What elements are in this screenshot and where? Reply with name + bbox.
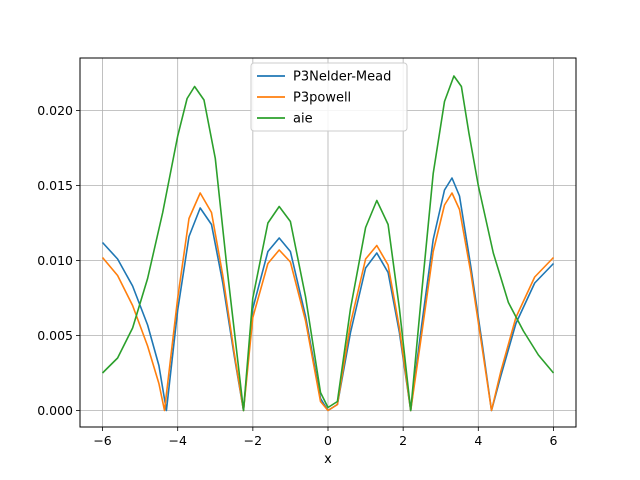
legend: P3Nelder-Mead P3powell aie — [250, 62, 408, 132]
x-axis-label: x — [324, 452, 332, 467]
y-tick-label: 0.015 — [37, 178, 73, 193]
x-tick-label: −6 — [93, 433, 111, 448]
y-tick-label: 0.020 — [37, 103, 73, 118]
series-line-2 — [101, 75, 555, 412]
series-lines — [101, 75, 555, 412]
x-tick-label: 6 — [549, 433, 557, 448]
x-tick-label: −2 — [244, 433, 262, 448]
x-tick-label: −4 — [168, 433, 186, 448]
x-axis-ticks: −6 −4 −2 0 2 4 6 — [93, 427, 557, 448]
series-line-1 — [101, 192, 555, 412]
x-tick-label: 2 — [399, 433, 407, 448]
x-tick-label: 4 — [474, 433, 482, 448]
y-tick-label: 0.010 — [37, 253, 73, 268]
legend-label: P3powell — [293, 91, 351, 106]
x-tick-label: 0 — [324, 433, 332, 448]
legend-label: aie — [293, 112, 313, 127]
y-tick-label: 0.005 — [37, 328, 73, 343]
y-tick-label: 0.000 — [37, 403, 73, 418]
legend-label: P3Nelder-Mead — [293, 70, 391, 85]
y-axis-ticks: 0.000 0.005 0.010 0.015 0.020 — [37, 103, 80, 418]
legend-box — [250, 62, 408, 132]
